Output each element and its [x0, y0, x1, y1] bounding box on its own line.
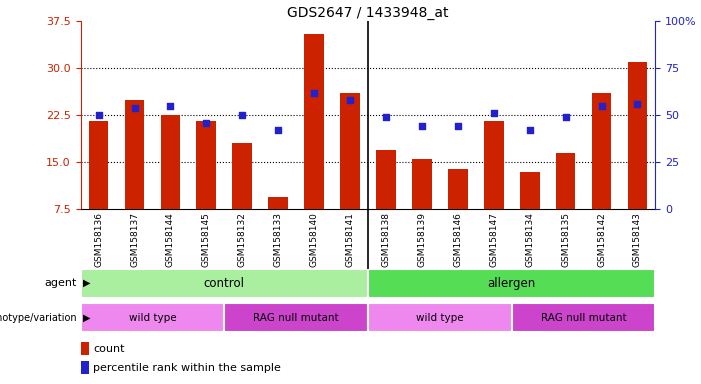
Text: GSM158141: GSM158141	[346, 212, 355, 267]
Point	[488, 110, 499, 116]
Text: wild type: wild type	[416, 313, 463, 323]
Bar	[268, 197, 288, 209]
Text: GSM158146: GSM158146	[454, 212, 463, 267]
Text: GSM158140: GSM158140	[310, 212, 319, 267]
Text: GSM158135: GSM158135	[561, 212, 570, 267]
Bar	[368, 303, 512, 332]
Bar	[520, 172, 540, 209]
Bar	[512, 303, 655, 332]
Bar	[340, 93, 360, 209]
Text: control: control	[204, 277, 245, 290]
Point	[165, 103, 176, 109]
Bar	[81, 269, 368, 298]
Title: GDS2647 / 1433948_at: GDS2647 / 1433948_at	[287, 6, 449, 20]
Bar	[556, 153, 576, 209]
Text: GSM158138: GSM158138	[381, 212, 390, 267]
Text: GSM158145: GSM158145	[202, 212, 211, 267]
Bar	[125, 99, 144, 209]
Bar	[196, 121, 216, 209]
Text: agent: agent	[45, 278, 77, 288]
Text: GSM158147: GSM158147	[489, 212, 498, 267]
Point	[381, 114, 392, 120]
Text: GSM158132: GSM158132	[238, 212, 247, 267]
Text: wild type: wild type	[129, 313, 176, 323]
Text: GSM158136: GSM158136	[94, 212, 103, 267]
Bar	[484, 121, 503, 209]
Bar	[161, 115, 180, 209]
Bar	[627, 62, 647, 209]
Bar	[233, 144, 252, 209]
Text: allergen: allergen	[488, 277, 536, 290]
Bar	[368, 269, 655, 298]
Text: percentile rank within the sample: percentile rank within the sample	[93, 363, 281, 373]
Text: count: count	[93, 344, 125, 354]
Bar	[376, 150, 396, 209]
Text: ▶: ▶	[83, 313, 90, 323]
Text: RAG null mutant: RAG null mutant	[540, 313, 627, 323]
Bar	[81, 342, 89, 355]
Point	[632, 101, 643, 107]
Point	[596, 103, 607, 109]
Bar	[81, 303, 224, 332]
Text: ▶: ▶	[83, 278, 90, 288]
Bar	[448, 169, 468, 209]
Point	[93, 112, 104, 118]
Bar	[592, 93, 611, 209]
Point	[200, 120, 212, 126]
Bar	[224, 303, 368, 332]
Point	[237, 112, 248, 118]
Point	[129, 104, 140, 111]
Text: GSM158134: GSM158134	[525, 212, 534, 267]
Point	[308, 89, 320, 96]
Bar	[89, 121, 109, 209]
Text: GSM158143: GSM158143	[633, 212, 642, 267]
Bar	[304, 34, 324, 209]
Point	[524, 127, 536, 133]
Point	[273, 127, 284, 133]
Text: GSM158139: GSM158139	[417, 212, 426, 267]
Text: GSM158144: GSM158144	[166, 212, 175, 267]
Point	[416, 123, 428, 129]
Bar	[412, 159, 432, 209]
Text: RAG null mutant: RAG null mutant	[253, 313, 339, 323]
Text: GSM158137: GSM158137	[130, 212, 139, 267]
Text: genotype/variation: genotype/variation	[0, 313, 77, 323]
Text: GSM158142: GSM158142	[597, 212, 606, 267]
Bar	[81, 361, 89, 374]
Point	[344, 97, 355, 103]
Point	[560, 114, 571, 120]
Text: GSM158133: GSM158133	[273, 212, 283, 267]
Point	[452, 123, 463, 129]
